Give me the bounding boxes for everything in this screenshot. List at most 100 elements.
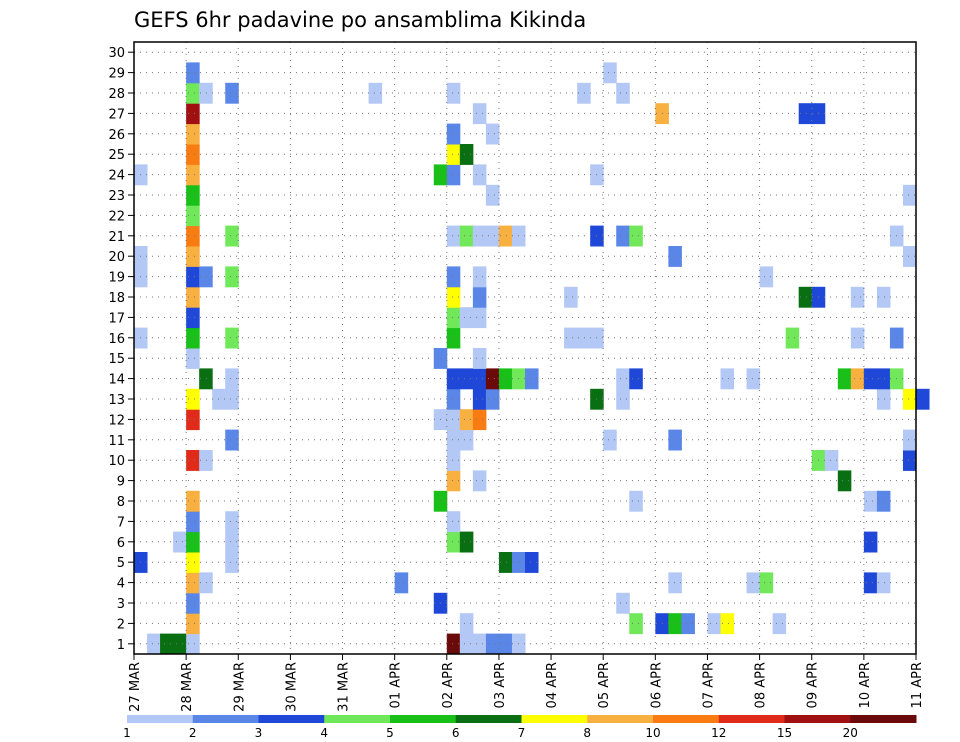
heatmap-cell	[368, 82, 383, 104]
heatmap-cell	[225, 388, 239, 410]
heatmap-cell	[629, 225, 643, 247]
heatmap-cell	[446, 450, 461, 471]
heatmap-cell	[485, 225, 500, 247]
heatmap-cell	[186, 307, 200, 329]
heatmap-cells	[134, 62, 930, 655]
y-tick-label: 16	[108, 332, 125, 347]
heatmap-cell	[863, 368, 878, 390]
heatmap-cell	[472, 266, 487, 288]
heatmap-cell	[759, 266, 774, 288]
y-tick-label: 10	[108, 454, 125, 469]
heatmap-cell	[446, 164, 461, 186]
heatmap-cell	[225, 82, 239, 104]
heatmap-cell	[446, 470, 461, 492]
heatmap-cell	[472, 388, 487, 410]
heatmap-cell	[577, 327, 591, 349]
y-tick-label: 17	[108, 311, 125, 326]
heatmap-cell	[446, 82, 461, 104]
heatmap-cell	[720, 368, 735, 390]
heatmap-cell	[199, 572, 213, 594]
heatmap-cell	[199, 82, 213, 104]
heatmap-cell	[147, 633, 161, 655]
heatmap-cell	[186, 225, 200, 247]
y-tick-label: 18	[108, 291, 125, 306]
heatmap-cell	[577, 82, 591, 104]
colorbar-label: 1	[123, 726, 131, 740]
heatmap-cell	[668, 246, 682, 267]
y-tick-label: 26	[108, 128, 125, 143]
heatmap-cell	[173, 633, 187, 655]
colorbar-swatch	[784, 715, 851, 723]
heatmap-cell	[225, 266, 239, 288]
heatmap-cell	[876, 286, 891, 308]
colorbar-swatch	[324, 715, 391, 723]
y-tick-label: 28	[108, 87, 125, 102]
heatmap-cell	[876, 368, 891, 390]
x-tick-label: 27 MAR	[128, 662, 143, 712]
y-tick-label: 13	[108, 393, 125, 408]
heatmap-cell	[472, 633, 487, 655]
heatmap-cell	[160, 633, 174, 655]
colorbar-label: 7	[518, 726, 526, 740]
heatmap-cell	[446, 409, 461, 431]
heatmap-cell	[186, 62, 200, 84]
colorbar-swatch	[455, 715, 522, 723]
heatmap-cell	[446, 429, 461, 451]
heatmap-cell	[472, 225, 487, 247]
y-tick-label: 22	[108, 209, 125, 224]
heatmap-cell	[498, 225, 513, 247]
grid-lines	[134, 42, 916, 654]
heatmap-cell	[225, 368, 239, 390]
heatmap-cell	[446, 307, 461, 329]
y-tick-label: 24	[108, 169, 125, 184]
heatmap-cell	[564, 286, 578, 308]
colorbar-label: 12	[711, 726, 726, 740]
heatmap-cell	[199, 266, 213, 288]
heatmap-cell	[616, 368, 630, 390]
x-tick-label: 07 APR	[701, 662, 716, 708]
y-tick-label: 11	[108, 434, 125, 449]
heatmap-cell	[902, 388, 917, 410]
colorbar-swatch	[390, 715, 457, 723]
y-tick-label: 1	[117, 638, 125, 653]
heatmap-cell	[186, 123, 200, 145]
colorbar-label: 5	[386, 726, 394, 740]
heatmap-cell	[629, 613, 643, 635]
heatmap-cell	[459, 225, 474, 247]
heatmap-cell	[472, 307, 487, 329]
heatmap-cell	[186, 613, 200, 635]
heatmap-cell	[916, 388, 930, 410]
x-tick-label: 08 APR	[754, 662, 769, 708]
colorbar-label: 20	[843, 726, 858, 740]
heatmap-cell	[668, 613, 682, 635]
heatmap-cell	[498, 633, 513, 655]
heatmap-cell	[446, 266, 461, 288]
y-tick-label: 29	[108, 67, 125, 82]
heatmap-cell	[485, 184, 500, 206]
colorbar-swatch	[653, 715, 720, 723]
heatmap-cell	[525, 552, 539, 573]
heatmap-cell	[186, 592, 200, 614]
heatmap-cell	[186, 633, 200, 655]
heatmap-cell	[902, 450, 917, 471]
heatmap-cell	[485, 123, 500, 145]
heatmap-cell	[876, 572, 891, 594]
heatmap-cell	[446, 511, 461, 533]
x-tick-label: 01 APR	[389, 662, 404, 708]
x-tick-label: 03 APR	[493, 662, 508, 708]
heatmap-cell	[603, 62, 617, 84]
heatmap-cell	[186, 388, 200, 410]
colorbar-swatch	[521, 715, 588, 723]
x-tick-label: 04 APR	[545, 662, 560, 708]
heatmap-cell	[498, 368, 513, 390]
x-tick-label: 02 APR	[441, 662, 456, 708]
heatmap-cell	[472, 164, 487, 186]
y-tick-label: 7	[117, 515, 125, 530]
heatmap-cell	[446, 531, 461, 553]
heatmap-cell	[720, 613, 735, 635]
heatmap-cell	[616, 225, 630, 247]
heatmap-cell	[629, 368, 643, 390]
y-axis: 1234567891011121314151617181920212223242…	[108, 46, 134, 653]
heatmap-cell	[446, 144, 461, 165]
heatmap-cell	[746, 368, 761, 390]
